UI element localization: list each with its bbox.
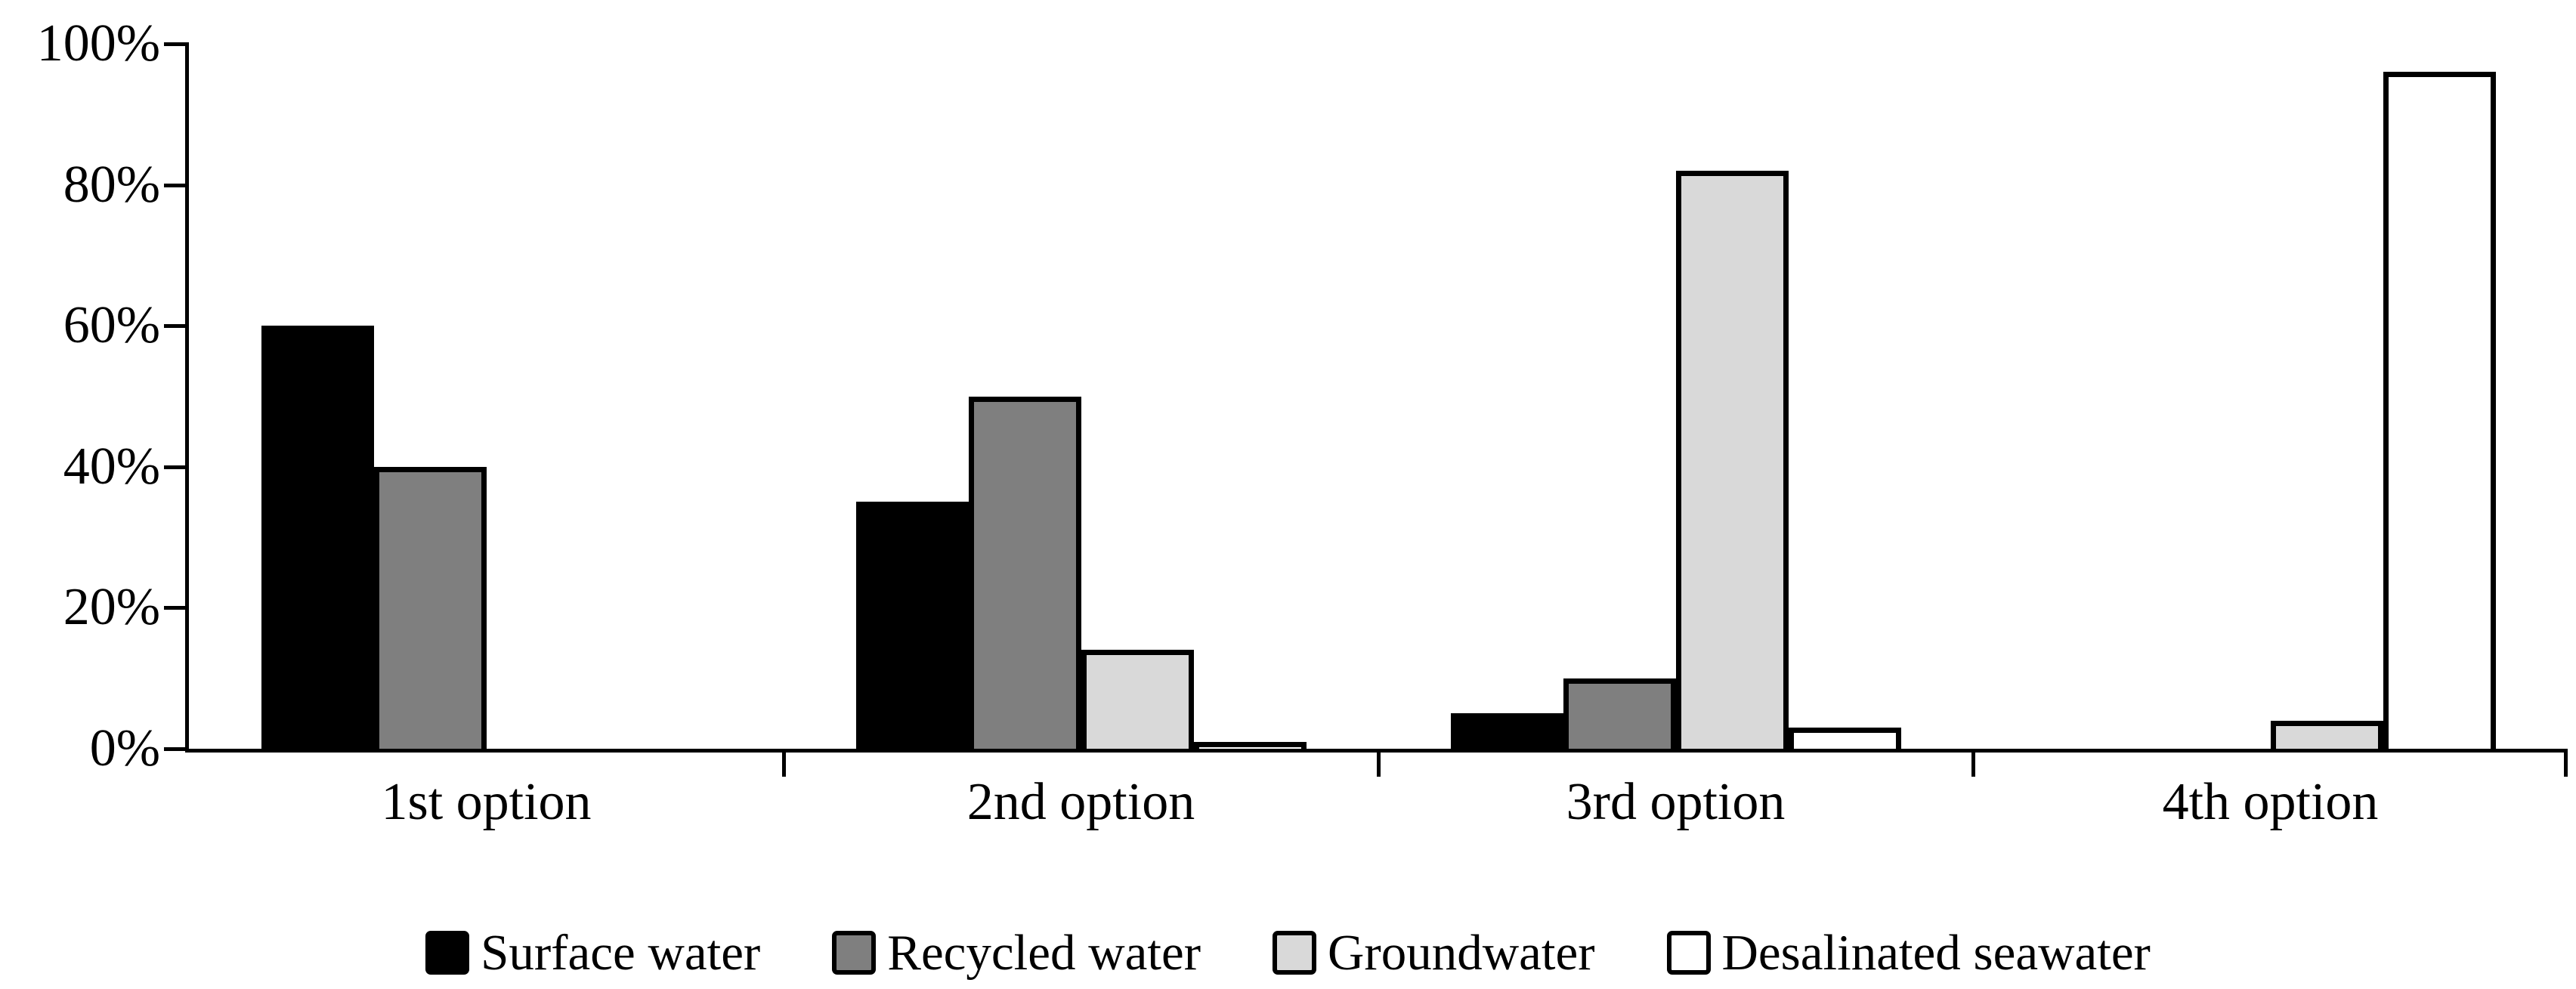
x-axis-category-label-2nd-option: 2nd option — [966, 773, 1195, 831]
legend-swatch-desalinated-seawater — [1666, 930, 1711, 975]
x-axis-category-label-1st-option: 1st option — [381, 773, 592, 831]
legend-label-surface-water: Surface water — [481, 924, 761, 981]
legend-item-groundwater: Groundwater — [1273, 923, 1595, 983]
legend-swatch-surface-water — [425, 930, 470, 975]
bar-groundwater-4th-option — [2270, 720, 2383, 749]
bar-surface-water-3rd-option — [1450, 713, 1563, 749]
bar-recycled-water-3rd-option — [1563, 678, 1676, 749]
bar-surface-water-1st-option — [261, 326, 374, 749]
y-axis-tick-80 — [164, 183, 185, 187]
legend-label-recycled-water: Recycled water — [887, 924, 1201, 981]
bar-desalinated-seawater-3rd-option — [1788, 728, 1901, 749]
y-axis-tick-40 — [164, 465, 185, 469]
y-axis-tick-label-20: 20% — [63, 578, 160, 637]
legend-swatch-recycled-water — [832, 930, 877, 975]
legend-label-groundwater: Groundwater — [1328, 924, 1595, 981]
x-axis-category-label-3rd-option: 3rd option — [1566, 773, 1786, 831]
bar-groundwater-2nd-option — [1081, 650, 1194, 749]
x-axis-tick-2 — [1377, 753, 1381, 777]
legend: Surface water Recycled water Groundwater De… — [0, 916, 2576, 989]
y-axis-tick-20 — [164, 606, 185, 610]
bar-groundwater-3rd-option — [1675, 170, 1789, 749]
y-axis-tick-0 — [164, 747, 185, 751]
x-axis-tick-4 — [2564, 753, 2568, 777]
x-axis-tick-1 — [782, 753, 786, 777]
legend-swatch-groundwater — [1273, 930, 1317, 975]
y-axis-tick-label-40: 40% — [63, 437, 160, 496]
y-axis-tick-60 — [164, 324, 185, 329]
bar-desalinated-seawater-2nd-option — [1193, 741, 1307, 749]
x-axis-category-label-4th-option: 4th option — [2162, 773, 2379, 831]
bar-desalinated-seawater-4th-option — [2383, 72, 2496, 749]
legend-item-surface-water: Surface water — [425, 923, 760, 983]
y-axis-tick-label-100: 100% — [36, 14, 160, 73]
y-axis-line — [185, 42, 189, 753]
legend-item-recycled-water: Recycled water — [832, 923, 1201, 983]
y-axis-tick-100 — [164, 42, 185, 46]
x-axis-tick-3 — [1971, 753, 1975, 777]
y-axis-tick-label-60: 60% — [63, 296, 160, 355]
bar-recycled-water-1st-option — [373, 466, 487, 749]
legend-label-desalinated-seawater: Desalinated seawater — [1721, 924, 2151, 981]
x-axis-line — [185, 749, 2568, 753]
y-axis-tick-label-80: 80% — [63, 155, 160, 214]
bar-recycled-water-2nd-option — [968, 396, 1081, 749]
bar-surface-water-2nd-option — [855, 502, 969, 749]
legend-item-desalinated-seawater: Desalinated seawater — [1666, 923, 2151, 983]
y-axis-tick-label-0: 0% — [89, 719, 160, 777]
